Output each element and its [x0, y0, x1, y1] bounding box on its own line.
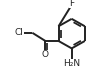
Text: H₂N: H₂N — [63, 59, 80, 68]
Text: Cl: Cl — [15, 28, 24, 37]
Text: O: O — [42, 50, 49, 59]
Text: F: F — [69, 0, 74, 8]
